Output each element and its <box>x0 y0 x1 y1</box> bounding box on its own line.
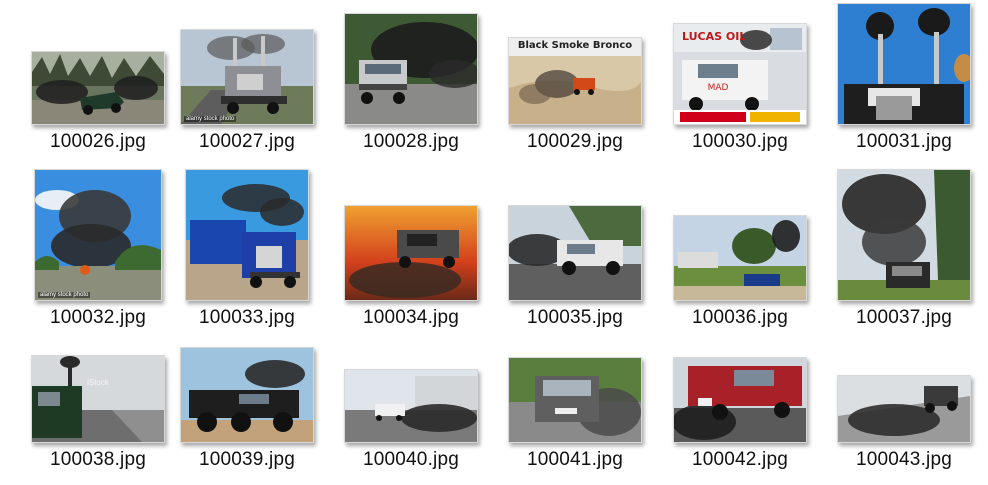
thumbnail-area <box>329 318 493 443</box>
image-caption: Black Smoke Bronco <box>517 40 633 51</box>
brand-logo-text: LUCAS OIL <box>682 30 747 43</box>
file-name[interactable]: 100026.jpg <box>49 131 147 152</box>
thumbnail-area <box>658 318 822 443</box>
file-name[interactable]: 100027.jpg <box>198 131 296 152</box>
file-name[interactable]: 100039.jpg <box>198 449 296 470</box>
thumbnail-area <box>658 176 822 301</box>
thumbnail-area <box>493 318 657 443</box>
thumbnail-area: Black Smoke Bronco <box>493 0 657 125</box>
file-name[interactable]: 100034.jpg <box>362 307 460 328</box>
file-name[interactable]: 100030.jpg <box>691 131 789 152</box>
file-name[interactable]: 100035.jpg <box>526 307 624 328</box>
thumbnail-image[interactable] <box>344 13 478 125</box>
thumbnail-area <box>16 0 180 125</box>
thumbnail-area <box>493 176 657 301</box>
thumbnail-image[interactable] <box>180 347 314 443</box>
thumbnail-area: MAD LUCAS OIL <box>658 0 822 125</box>
file-name[interactable]: 100043.jpg <box>855 449 953 470</box>
file-name[interactable]: 100041.jpg <box>526 449 624 470</box>
thumbnail-area <box>822 0 986 125</box>
thumbnail-image[interactable] <box>673 215 807 301</box>
svg-text:MAD: MAD <box>708 83 729 93</box>
thumbnail-image[interactable] <box>185 169 309 301</box>
file-item[interactable]: 100031.jpg <box>822 0 986 152</box>
thumbnail-area: iStock <box>16 318 180 443</box>
thumbnail-image[interactable]: iStock <box>31 355 165 443</box>
thumbnail-image[interactable] <box>837 3 971 125</box>
file-item[interactable]: 100028.jpg <box>329 0 493 152</box>
file-item[interactable]: 100035.jpg <box>493 176 657 328</box>
file-item[interactable]: MAD LUCAS OIL 100030.jpg <box>658 0 822 152</box>
thumbnail-image[interactable] <box>31 51 165 125</box>
thumbnail-image[interactable] <box>673 357 807 443</box>
thumbnail-area: alamy stock photo <box>165 0 329 125</box>
file-name[interactable]: 100040.jpg <box>362 449 460 470</box>
file-name[interactable]: 100036.jpg <box>691 307 789 328</box>
file-item[interactable]: 100033.jpg <box>165 169 329 328</box>
file-item[interactable]: Black Smoke Bronco 100029.jpg <box>493 0 657 152</box>
file-name[interactable]: 100032.jpg <box>49 307 147 328</box>
watermark-text: iStock <box>87 378 109 387</box>
file-name[interactable]: 100033.jpg <box>198 307 296 328</box>
file-name[interactable]: 100042.jpg <box>691 449 789 470</box>
thumbnail-image[interactable] <box>837 375 971 443</box>
thumbnail-area <box>822 318 986 443</box>
file-item[interactable]: iStock 100038.jpg <box>16 318 180 470</box>
file-name[interactable]: 100028.jpg <box>362 131 460 152</box>
file-name[interactable]: 100031.jpg <box>855 131 953 152</box>
thumbnail-image[interactable] <box>508 205 642 301</box>
file-name[interactable]: 100037.jpg <box>855 307 953 328</box>
watermark-text: alamy stock photo <box>38 292 91 298</box>
watermark-text: alamy stock photo <box>184 116 237 122</box>
file-item[interactable]: alamy stock photo 100027.jpg <box>165 0 329 152</box>
file-item[interactable]: 100037.jpg <box>822 169 986 328</box>
thumbnail-area <box>822 169 986 301</box>
thumbnail-area <box>329 176 493 301</box>
thumbnail-image[interactable] <box>344 369 478 443</box>
thumbnail-image[interactable] <box>837 169 971 301</box>
file-name[interactable]: 100038.jpg <box>49 449 147 470</box>
thumbnail-area <box>329 0 493 125</box>
thumbnail-image[interactable]: Black Smoke Bronco <box>508 37 642 125</box>
thumbnail-area <box>165 318 329 443</box>
thumbnail-image[interactable]: alamy stock photo <box>34 169 162 301</box>
file-name[interactable]: 100029.jpg <box>526 131 624 152</box>
file-item[interactable]: 100041.jpg <box>493 318 657 470</box>
thumbnail-image[interactable]: MAD LUCAS OIL <box>673 23 807 125</box>
file-item[interactable]: 100042.jpg <box>658 318 822 470</box>
thumbnail-image[interactable]: alamy stock photo <box>180 29 314 125</box>
file-item[interactable]: alamy stock photo 100032.jpg <box>16 169 180 328</box>
file-item[interactable]: 100040.jpg <box>329 318 493 470</box>
thumbnail-image[interactable] <box>344 205 478 301</box>
file-item[interactable]: 100043.jpg <box>822 318 986 470</box>
file-item[interactable]: 100034.jpg <box>329 176 493 328</box>
file-item[interactable]: 100039.jpg <box>165 318 329 470</box>
thumbnail-image[interactable] <box>508 357 642 443</box>
thumbnail-area: alamy stock photo <box>16 169 180 301</box>
file-item[interactable]: 100036.jpg <box>658 176 822 328</box>
thumbnail-area <box>165 169 329 301</box>
file-item[interactable]: 100026.jpg <box>16 0 180 152</box>
